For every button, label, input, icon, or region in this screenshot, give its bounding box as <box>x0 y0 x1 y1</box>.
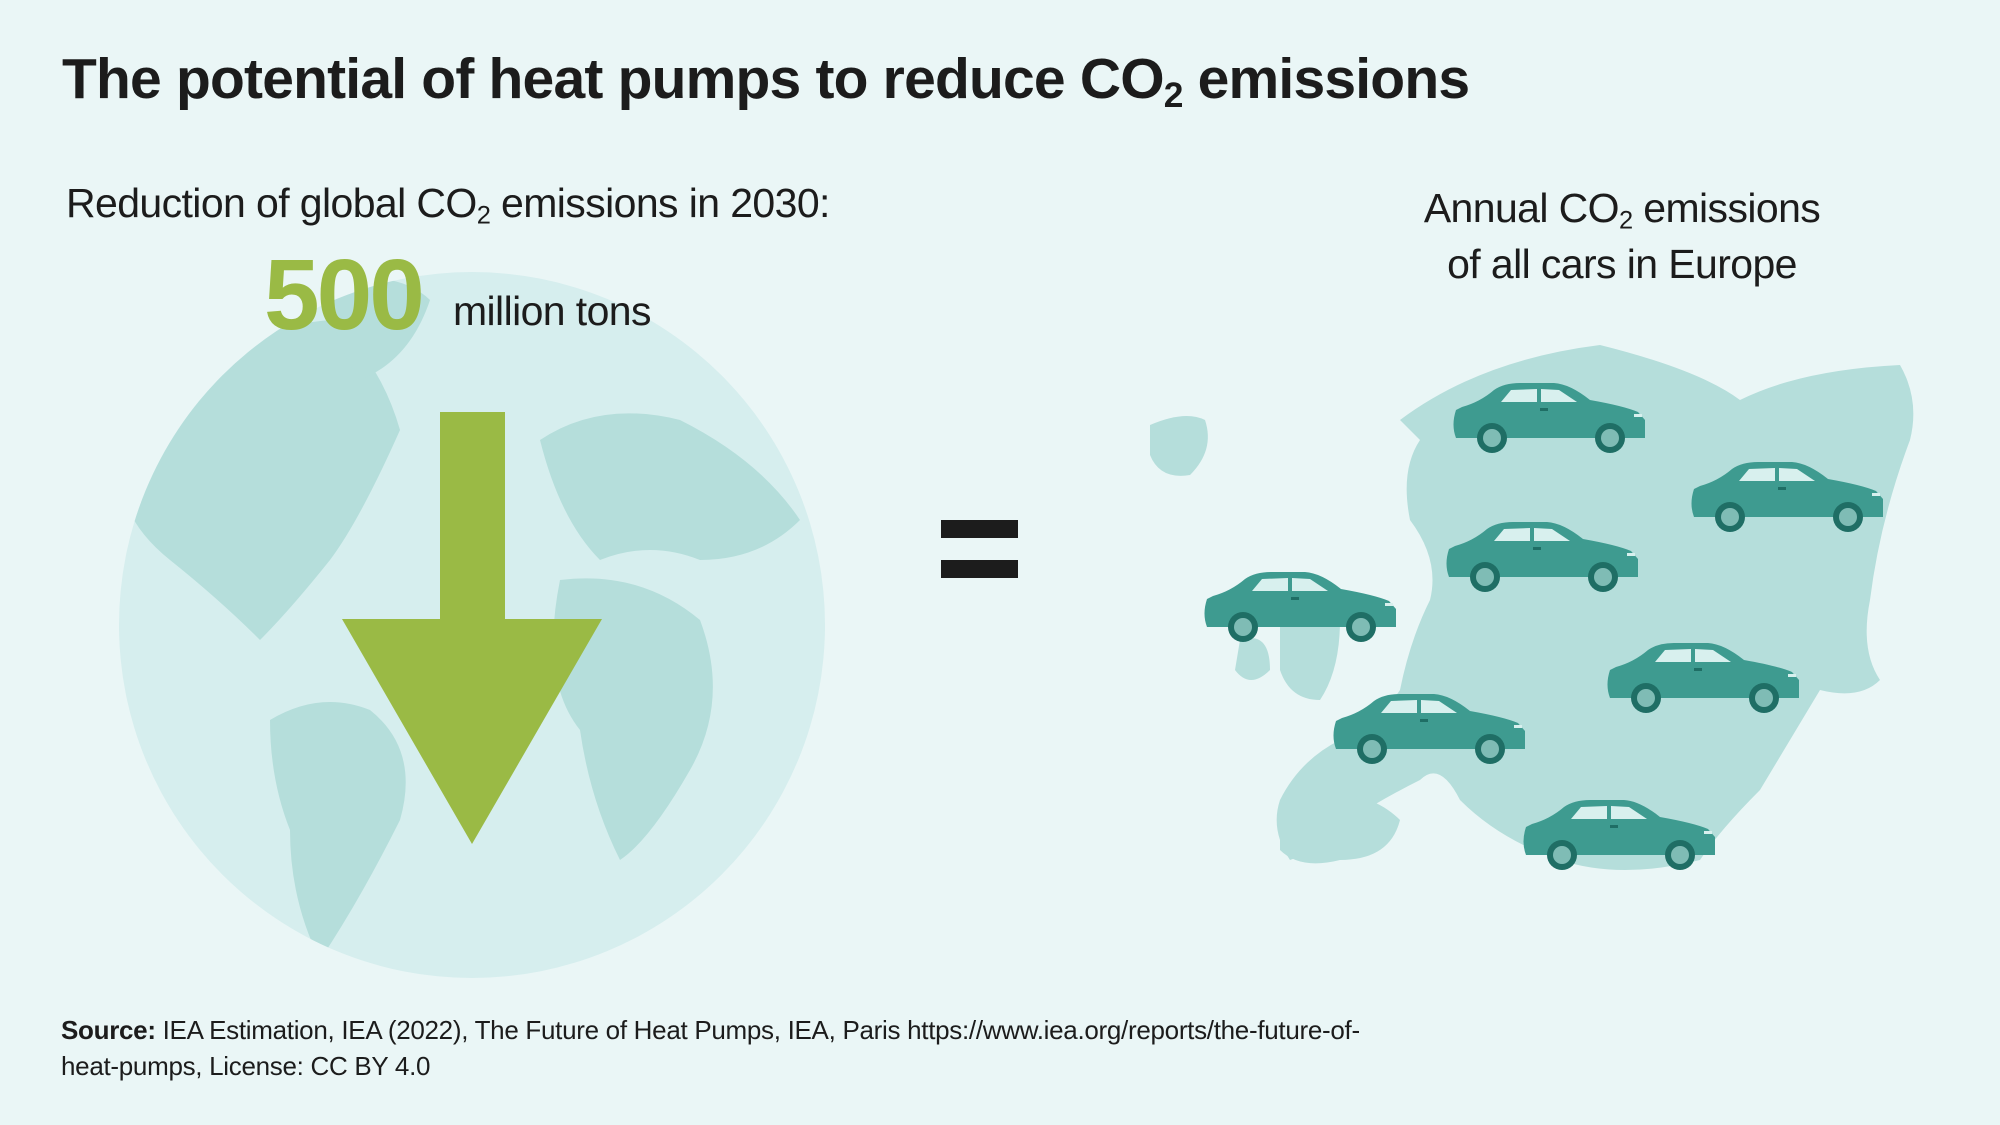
down-arrow-icon <box>342 412 602 844</box>
source-label: Source: <box>61 1015 156 1045</box>
reduction-unit: million tons <box>453 288 651 334</box>
source-note: Source: IEA Estimation, IEA (2022), The … <box>61 1012 1381 1084</box>
title-text: The potential of heat pumps to reduce CO <box>62 47 1165 111</box>
comparison-text: Annual CO <box>1423 185 1620 231</box>
title-text-end: emissions <box>1182 47 1470 111</box>
comparison-subscript: 2 <box>1618 206 1633 235</box>
reduction-label: Reduction of global CO2 emissions in 203… <box>66 180 830 230</box>
page-title: The potential of heat pumps to reduce CO… <box>62 46 1470 115</box>
comparison-label: Annual CO2 emissions of all cars in Euro… <box>1372 180 1872 292</box>
comparison-line-2: of all cars in Europe <box>1447 241 1797 287</box>
comparison-line-1: Annual CO2 emissions <box>1372 180 1872 236</box>
label-text-end: emissions in 2030: <box>490 180 830 226</box>
equals-icon <box>941 520 1018 578</box>
title-subscript: 2 <box>1163 75 1184 115</box>
comparison-text-end: emissions <box>1632 185 1821 231</box>
source-text: IEA Estimation, IEA (2022), The Future o… <box>61 1015 1360 1081</box>
label-text: Reduction of global CO <box>66 180 477 226</box>
reduction-value: 500 <box>264 239 425 351</box>
label-subscript: 2 <box>476 201 491 230</box>
